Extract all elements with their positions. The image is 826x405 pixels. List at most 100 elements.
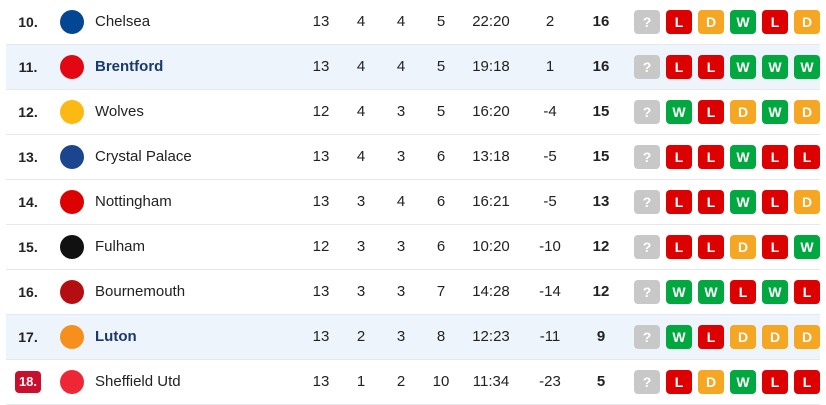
form-badge: L: [762, 235, 788, 259]
team-name: Wolves: [95, 103, 144, 120]
form-badge: L: [794, 370, 820, 394]
form-badge: W: [762, 100, 788, 124]
form-badge: D: [730, 100, 756, 124]
played: 12: [312, 238, 330, 255]
lost: 6: [436, 193, 446, 210]
diff: -4: [543, 103, 557, 120]
form-badge: W: [762, 280, 788, 304]
form-badge: ?: [634, 280, 660, 304]
diff: -10: [539, 238, 561, 255]
diff: 1: [545, 58, 555, 75]
team-name: Sheffield Utd: [95, 373, 181, 390]
form-badge: L: [698, 100, 724, 124]
rank: 10.: [18, 14, 38, 30]
form-badge: L: [698, 55, 724, 79]
team-name: Fulham: [95, 238, 146, 255]
diff: -11: [539, 328, 561, 345]
lost: 5: [436, 103, 446, 120]
points: 5: [596, 373, 606, 390]
form-badge: ?: [634, 10, 660, 34]
form-badge: L: [666, 190, 692, 214]
form-badge: L: [698, 190, 724, 214]
played: 13: [312, 58, 330, 75]
table-row: 13. Crystal Palace 13 4 3 6 13:18 -5 15? L L W L L: [6, 135, 820, 180]
drawn: 3: [396, 283, 406, 300]
points: 16: [592, 58, 610, 75]
table-row: 11. Brentford 13 4 4 5 19:18 1 16? L L W W W: [6, 45, 820, 90]
form-badge: L: [762, 190, 788, 214]
lost: 8: [436, 328, 446, 345]
table-row: 18. Sheffield Utd 13 1 2 10 11:34 -23 5? L D W L L: [6, 360, 820, 405]
rank: 18.: [15, 371, 41, 393]
table-row: 16. Bournemouth 13 3 3 7 14:28 -14 12? W W L W L: [6, 270, 820, 315]
team-name: Luton: [95, 328, 137, 345]
form-badge: L: [762, 370, 788, 394]
team-logo: [60, 10, 84, 34]
goals: 13:18: [472, 148, 510, 165]
points: 16: [592, 13, 610, 30]
form-badge: L: [762, 145, 788, 169]
form-badge: ?: [634, 100, 660, 124]
points: 15: [592, 148, 610, 165]
won: 4: [356, 58, 366, 75]
drawn: 2: [396, 373, 406, 390]
goals: 11:34: [472, 373, 510, 390]
team-name: Brentford: [95, 58, 164, 75]
points: 12: [592, 238, 610, 255]
form-badge: W: [762, 55, 788, 79]
form-badge: D: [794, 325, 820, 349]
table-row: 17. Luton 13 2 3 8 12:23 -11 9? W L D D D: [6, 315, 820, 360]
form-badge: W: [794, 55, 820, 79]
drawn: 4: [396, 58, 406, 75]
form-badge: L: [666, 10, 692, 34]
diff: -23: [539, 373, 561, 390]
form-badge: D: [730, 235, 756, 259]
won: 3: [356, 238, 366, 255]
won: 4: [356, 13, 366, 30]
form-badge: W: [730, 55, 756, 79]
drawn: 3: [396, 328, 406, 345]
team-logo: [60, 280, 84, 304]
form-badge: W: [698, 280, 724, 304]
points: 12: [592, 283, 610, 300]
rank: 11.: [18, 59, 38, 75]
form-badge: ?: [634, 235, 660, 259]
form-badge: ?: [634, 55, 660, 79]
table-row: 15. Fulham 12 3 3 6 10:20 -10 12? L L D L W: [6, 225, 820, 270]
form-badge: D: [698, 370, 724, 394]
played: 13: [312, 193, 330, 210]
diff: -5: [543, 148, 557, 165]
lost: 6: [436, 238, 446, 255]
form-badge: D: [698, 10, 724, 34]
diff: -5: [543, 193, 557, 210]
won: 4: [356, 148, 366, 165]
form-badge: W: [730, 145, 756, 169]
won: 4: [356, 103, 366, 120]
team-name: Bournemouth: [95, 283, 186, 300]
goals: 16:21: [472, 193, 510, 210]
form-badge: L: [730, 280, 756, 304]
form-badge: L: [666, 55, 692, 79]
team-logo: [60, 190, 84, 214]
rank: 15.: [18, 239, 38, 255]
form-badge: ?: [634, 325, 660, 349]
lost: 5: [436, 58, 446, 75]
form-badge: W: [666, 325, 692, 349]
table-row: 10. Chelsea 13 4 4 5 22:20 2 16? L D W L D: [6, 0, 820, 45]
drawn: 3: [396, 238, 406, 255]
goals: 10:20: [472, 238, 510, 255]
goals: 22:20: [472, 13, 510, 30]
form-badge: L: [666, 145, 692, 169]
lost: 6: [436, 148, 446, 165]
team-logo: [60, 370, 84, 394]
goals: 12:23: [472, 328, 510, 345]
rank: 13.: [18, 149, 38, 165]
played: 13: [312, 148, 330, 165]
lost: 10: [432, 373, 450, 390]
team-logo: [60, 100, 84, 124]
lost: 5: [436, 13, 446, 30]
form-badge: L: [794, 280, 820, 304]
form-badge: D: [730, 325, 756, 349]
rank: 12.: [18, 104, 38, 120]
